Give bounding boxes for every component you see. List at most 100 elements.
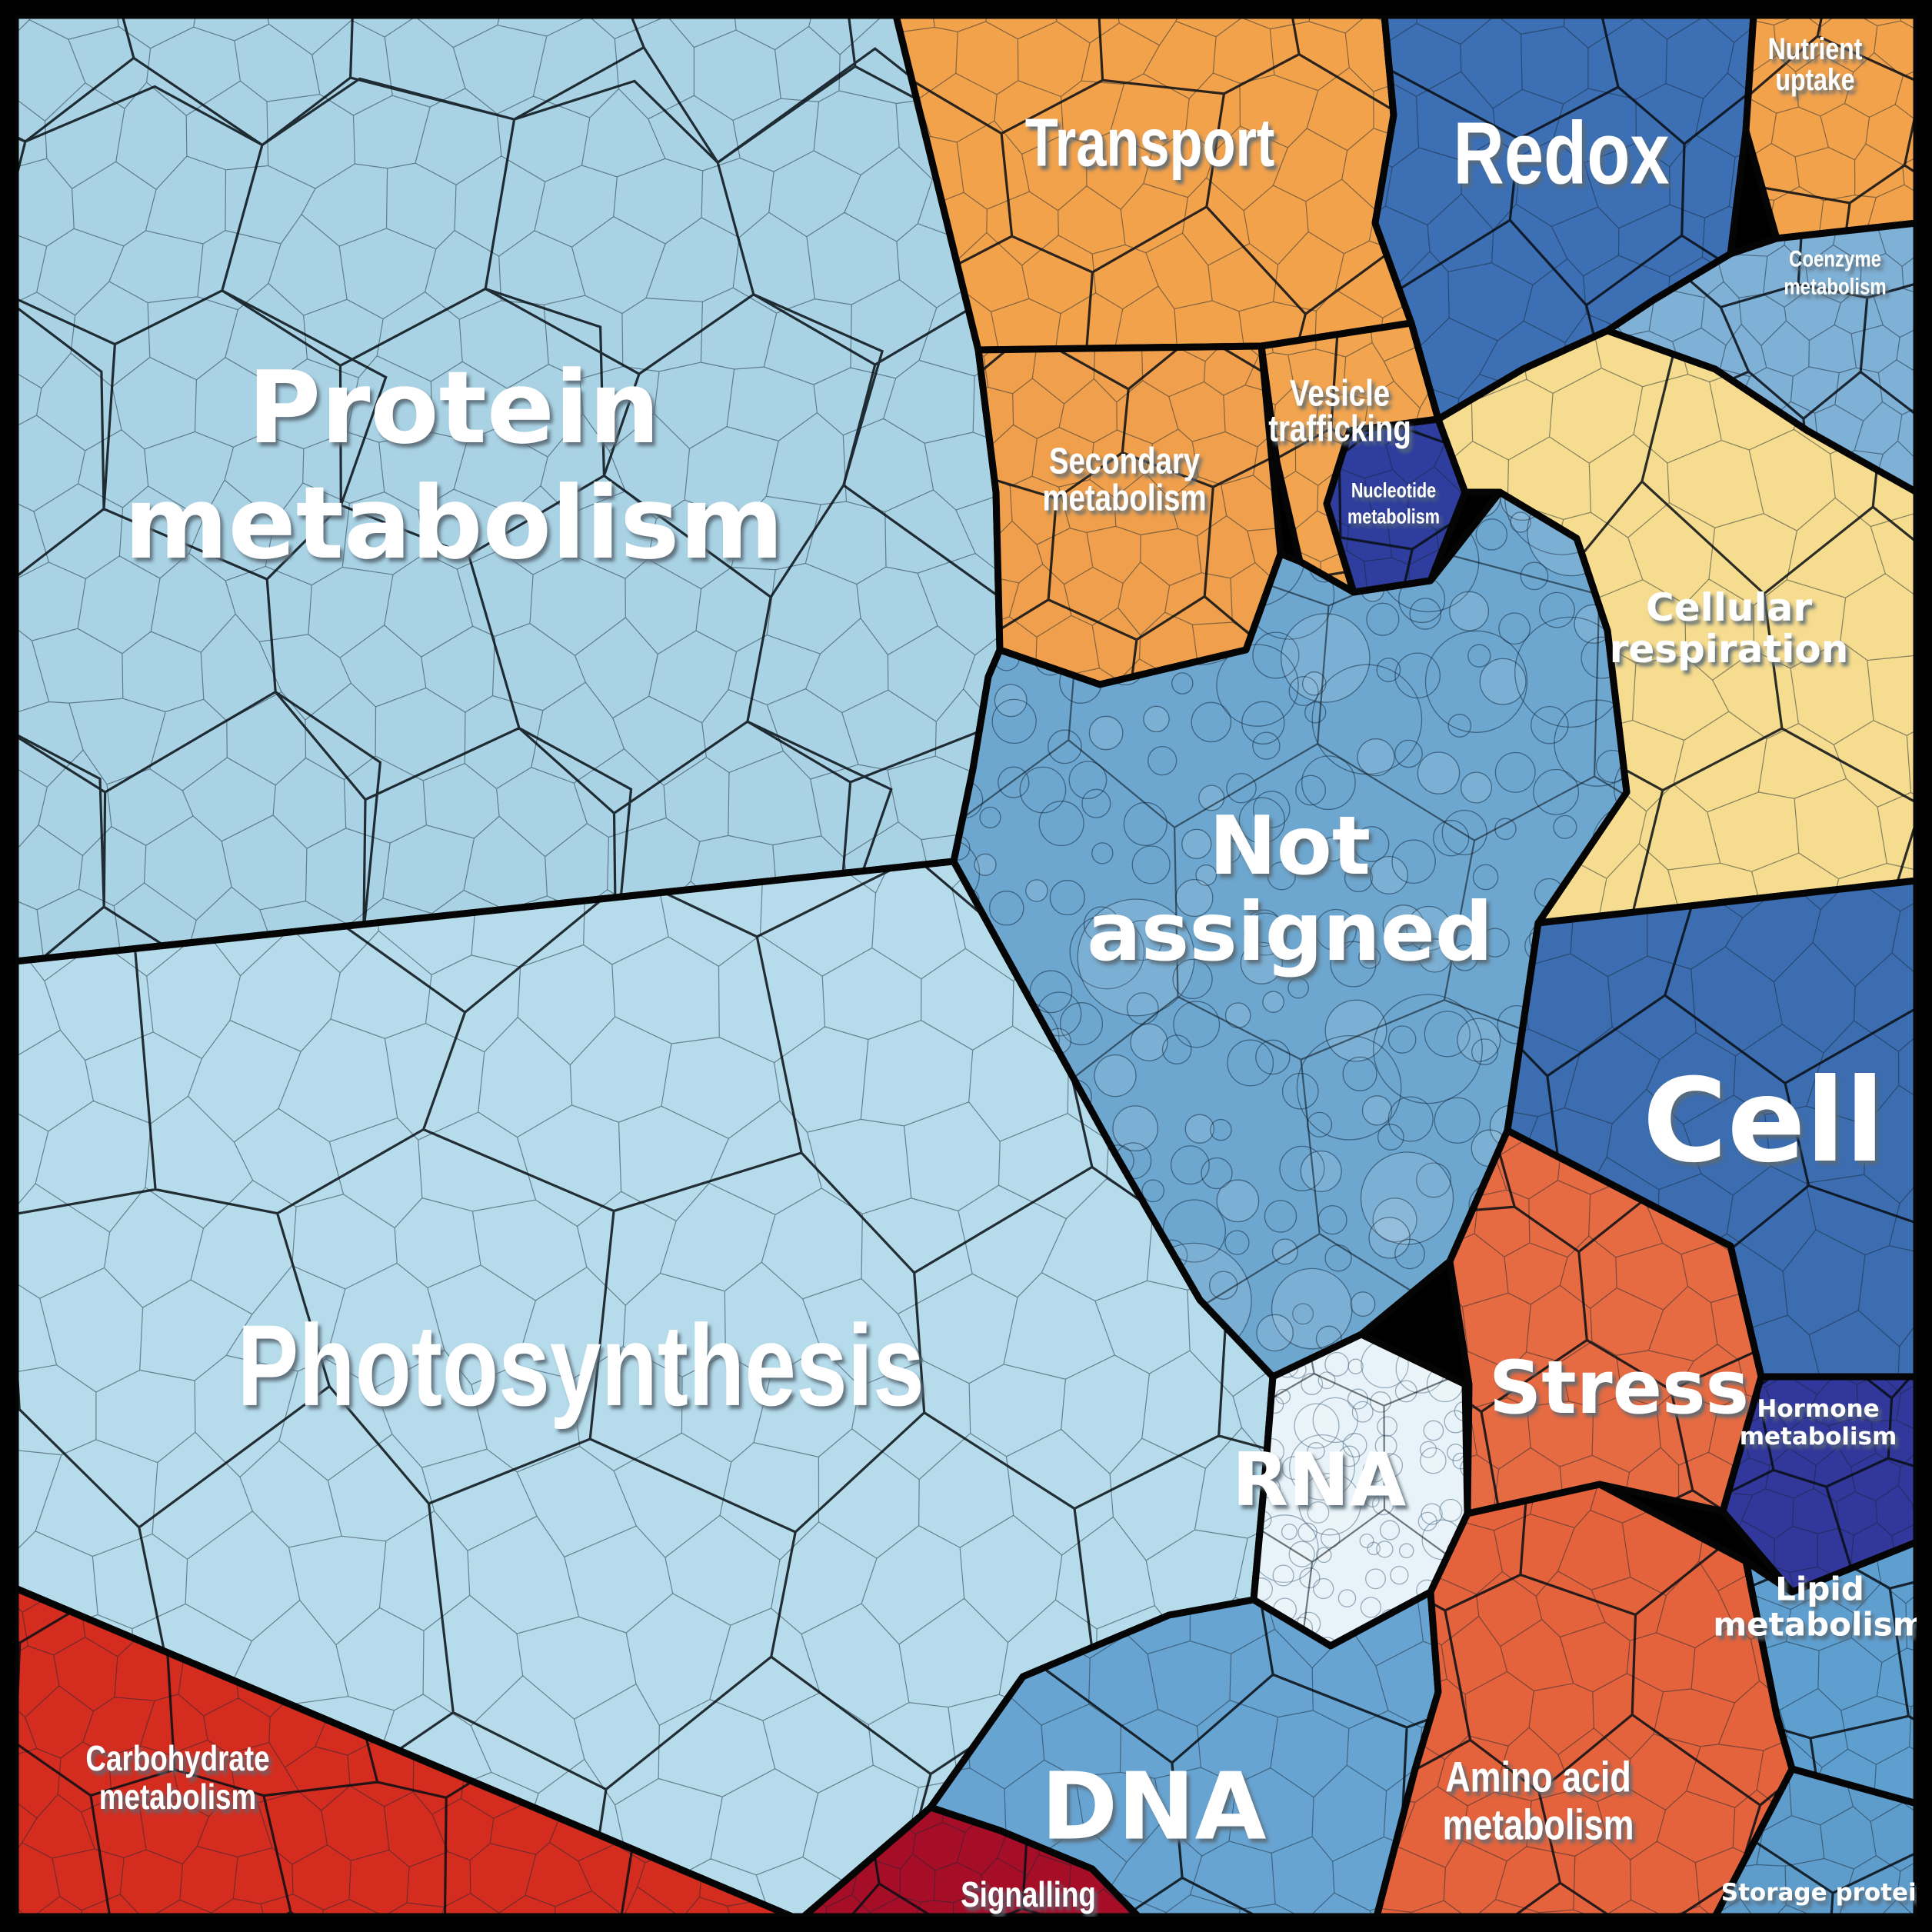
- region-protein-metabolism[interactable]: [0, 0, 1493, 1228]
- bubble-cell: [1295, 774, 1326, 806]
- region-fill-nucleotide-metabolism: [1327, 419, 1465, 592]
- label-protein-metabolism-line2: metabolism: [124, 465, 784, 581]
- bubble-cell: [1342, 1056, 1377, 1091]
- label-photosynthesis: Photosynthesis: [237, 1301, 924, 1430]
- bubble-cell: [1121, 920, 1163, 961]
- bubble-cell: [1382, 904, 1424, 947]
- bubble-cell: [1226, 772, 1257, 804]
- bubble-cell: [1312, 1397, 1358, 1444]
- bubble-cell: [1272, 1564, 1294, 1587]
- bubble-cell: [1264, 1200, 1297, 1233]
- bubble-cell: [1417, 1511, 1437, 1531]
- bubble-cell: [1439, 1498, 1463, 1522]
- label-amino-acid-metabolism-line2: metabolism: [1443, 1800, 1634, 1849]
- fine-cell-mesh: [15, 15, 1000, 961]
- bubble-cell: [1241, 701, 1285, 744]
- label-carbohydrate-metabolism-line2: metabolism: [99, 1777, 256, 1817]
- bubble-cell: [1376, 658, 1401, 682]
- bubble-cell: [1301, 755, 1356, 811]
- bubble-cell: [1244, 912, 1287, 956]
- label-coenzyme-metabolism-line2: metabolism: [1784, 273, 1886, 299]
- bubble-cell: [1419, 1441, 1437, 1458]
- bubble-cell: [1298, 1472, 1361, 1536]
- bubble-cell: [994, 684, 1028, 718]
- bubble-cell: [1288, 675, 1319, 707]
- bubble-cell: [1350, 1291, 1376, 1317]
- label-nutrient-uptake-line1: Nutrient: [1768, 31, 1863, 65]
- region-fill-dna: [931, 1592, 1438, 1917]
- bubble-cell: [1252, 791, 1291, 828]
- label-signalling: Signalling: [961, 1874, 1096, 1914]
- region-cell[interactable]: [884, 271, 1932, 1521]
- bubble-cell: [998, 766, 1030, 798]
- bubble-cell: [1262, 991, 1284, 1013]
- bubble-cell: [1360, 1597, 1382, 1618]
- bubble-cell: [1216, 1179, 1260, 1223]
- bubble-cell: [1307, 1501, 1330, 1524]
- bubble-cell: [974, 853, 997, 876]
- bubble-cell: [1353, 826, 1390, 862]
- bubble-cell: [1539, 591, 1575, 628]
- region-fill-storage-proteins: [1715, 1769, 1917, 1917]
- bubble-cell: [1460, 1457, 1467, 1479]
- region-hormone-metabolism[interactable]: [1440, 1122, 1932, 1729]
- bubble-cell: [1398, 1543, 1414, 1559]
- bubble-cell: [1255, 1039, 1291, 1075]
- bubble-cell: [1480, 928, 1510, 958]
- bubble-cell: [1510, 511, 1531, 533]
- bubble-cell: [1252, 731, 1281, 760]
- bubble-cell: [1471, 1038, 1498, 1066]
- bubble-cell: [1372, 1198, 1417, 1243]
- bubble-cell: [1494, 751, 1536, 793]
- region-border-not-assigned: [950, 488, 1631, 1381]
- bubble-cell: [1376, 1541, 1394, 1558]
- bubble-cell: [1359, 1533, 1374, 1548]
- bubble-cell: [1394, 739, 1423, 768]
- coarse-cell-mesh: [15, 15, 1000, 961]
- bubble-cell: [1281, 613, 1371, 703]
- bubble-cell: [1059, 1002, 1104, 1046]
- bubble-cell: [1292, 1303, 1314, 1325]
- bubble-cell: [1297, 1522, 1317, 1542]
- bubble-cell: [1362, 1458, 1387, 1483]
- bubble-cell: [1417, 751, 1461, 794]
- bubble-cell: [1301, 1373, 1324, 1395]
- labels-layer: ProteinmetabolismPhotosynthesisTransport…: [85, 31, 1932, 1914]
- bubble-cell: [1467, 644, 1491, 668]
- bubble-cell: [1068, 761, 1108, 800]
- bubble-cell: [1394, 1238, 1425, 1270]
- bubble-cell: [1131, 845, 1171, 884]
- bubble-cell: [1370, 1391, 1391, 1413]
- bubble-cell: [1181, 828, 1212, 859]
- coarse-cell-mesh: [1723, 1377, 1917, 1592]
- bubble-cell: [1447, 714, 1472, 738]
- bubble-cell: [1049, 880, 1085, 916]
- bubble-cell: [1322, 1476, 1344, 1497]
- label-not-assigned-line2: assigned: [1087, 885, 1493, 979]
- bubble-cell: [1379, 1520, 1401, 1541]
- bubble-cell: [1281, 1524, 1298, 1541]
- bubble-cell: [1377, 1416, 1397, 1437]
- bubble-cell: [1460, 771, 1493, 804]
- label-vesicle-trafficking-line1: Vesicle: [1290, 373, 1390, 414]
- bubble-cell: [1069, 914, 1145, 990]
- bubble-cell: [1372, 1493, 1394, 1516]
- bubble-cell: [1424, 630, 1528, 733]
- bubble-cell: [1029, 970, 1073, 1014]
- bubble-cell: [1472, 864, 1499, 891]
- bubble-cell: [1083, 906, 1120, 942]
- bubble-cell: [1520, 561, 1549, 591]
- bubble-cell: [1475, 518, 1508, 551]
- bubble-cell: [1170, 1145, 1210, 1185]
- fine-cell-mesh: [1723, 1377, 1917, 1592]
- bubble-cell: [988, 891, 1024, 926]
- bubble-cell: [979, 806, 1001, 828]
- bubble-cell: [1210, 1118, 1232, 1141]
- bubble-cell: [1161, 1034, 1192, 1064]
- bubble-cell: [1390, 1565, 1409, 1585]
- label-hormone-metabolism-line1: Hormone: [1757, 1395, 1879, 1423]
- coarse-cell-mesh: [1377, 1484, 1792, 1917]
- bubble-cell: [1358, 946, 1381, 969]
- bubble-cell: [1287, 977, 1309, 999]
